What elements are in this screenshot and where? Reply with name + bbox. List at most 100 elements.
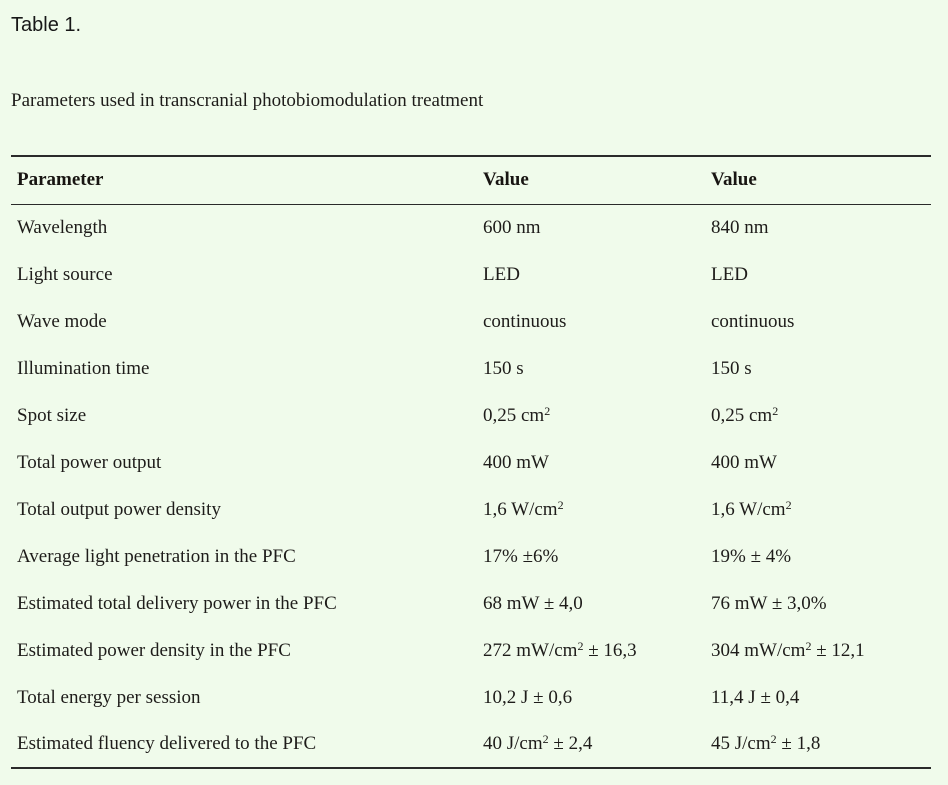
value-cell-2: 0,25 cm2 <box>705 392 931 439</box>
parameter-cell: Illumination time <box>11 345 477 392</box>
value-cell-2: LED <box>705 251 931 298</box>
parameter-cell: Wave mode <box>11 298 477 345</box>
value-text: 304 mW/cm <box>711 639 806 661</box>
table-row: Light source LED LED <box>11 251 931 298</box>
superscript: 2 <box>557 497 564 512</box>
parameter-cell: Estimated power density in the PFC <box>11 627 477 674</box>
parameter-label: Wavelength <box>17 216 108 238</box>
value-cell-2: continuous <box>705 298 931 345</box>
value-cell-2: 19% ± 4% <box>705 533 931 580</box>
value-cell-2: 11,4 J ± 0,4 <box>705 674 931 721</box>
superscript: 2 <box>805 638 812 653</box>
value-cell-2: 840 nm <box>705 204 931 251</box>
value-text: 17% ±6% <box>483 545 559 567</box>
parameter-cell: Total output power density <box>11 486 477 533</box>
parameter-cell: Total energy per session <box>11 674 477 721</box>
table-row: Spot size 0,25 cm2 0,25 cm2 <box>11 392 931 439</box>
superscript: 2 <box>772 403 779 418</box>
header-row: Parameter Value Value <box>11 156 931 204</box>
parameter-label: Light source <box>17 263 113 285</box>
parameter-label: Total output power density <box>17 498 221 520</box>
value-cell-1: continuous <box>477 298 705 345</box>
parameter-cell: Estimated fluency delivered to the PFC <box>11 721 477 768</box>
value-text: 0,25 cm <box>711 404 773 426</box>
parameter-label: Wave mode <box>17 310 107 332</box>
parameter-label: Estimated power density in the PFC <box>17 639 291 661</box>
table-row: Wavelength 600 nm 840 nm <box>11 204 931 251</box>
table-row: Total power output 400 mW 400 mW <box>11 439 931 486</box>
table-row: Illumination time 150 s 150 s <box>11 345 931 392</box>
parameter-label: Total power output <box>17 451 162 473</box>
value-text: 10,2 J ± 0,6 <box>483 686 573 708</box>
value-cell-2: 76 mW ± 3,0% <box>705 580 931 627</box>
value-text: 400 mW <box>483 451 549 473</box>
parameter-label: Average light penetration in the PFC <box>17 545 296 567</box>
value-cell-1: 68 mW ± 4,0 <box>477 580 705 627</box>
parameter-cell: Light source <box>11 251 477 298</box>
table-row: Wave mode continuous continuous <box>11 298 931 345</box>
parameter-cell: Estimated total delivery power in the PF… <box>11 580 477 627</box>
parameter-cell: Total power output <box>11 439 477 486</box>
value-suffix: ± 12,1 <box>811 639 865 661</box>
page: Table 1. Parameters used in transcranial… <box>11 14 931 769</box>
parameter-label: Illumination time <box>17 357 150 379</box>
header-cell-parameter: Parameter <box>17 169 104 191</box>
parameter-cell: Spot size <box>11 392 477 439</box>
parameter-label: Spot size <box>17 404 87 426</box>
value-suffix: ± 16,3 <box>583 639 637 661</box>
value-text: 68 mW ± 4,0 <box>483 592 583 614</box>
value-text: 272 mW/cm <box>483 639 578 661</box>
value-text: 840 nm <box>711 216 769 238</box>
value-cell-1: 600 nm <box>477 204 705 251</box>
parameters-table: Parameter Value Value Wavelength 600 nm … <box>11 155 931 769</box>
value-text: continuous <box>711 310 795 332</box>
value-cell-2: 150 s <box>705 345 931 392</box>
value-text: 0,25 cm <box>483 404 545 426</box>
superscript: 2 <box>785 497 792 512</box>
table-row: Average light penetration in the PFC 17%… <box>11 533 931 580</box>
value-text: LED <box>483 263 520 285</box>
superscript: 2 <box>542 732 549 746</box>
parameter-label: Estimated fluency delivered to the PFC <box>17 733 317 754</box>
value-text: 45 J/cm <box>711 733 771 754</box>
table-row: Estimated fluency delivered to the PFC 4… <box>11 721 931 768</box>
table-head: Parameter Value Value <box>11 156 931 204</box>
table-row: Total output power density 1,6 W/cm2 1,6… <box>11 486 931 533</box>
value-cell-2: 45 J/cm2 ± 1,8 <box>705 721 931 768</box>
value-text: 11,4 J ± 0,4 <box>711 686 800 708</box>
value-suffix: ± 1,8 <box>776 733 821 754</box>
value-text: 150 s <box>483 357 524 379</box>
value-text: 400 mW <box>711 451 777 473</box>
superscript: 2 <box>577 638 584 653</box>
value-cell-2: 400 mW <box>705 439 931 486</box>
table-label: Table 1. <box>11 14 82 36</box>
value-cell-1: 0,25 cm2 <box>477 392 705 439</box>
value-cell-2: 304 mW/cm2 ± 12,1 <box>705 627 931 674</box>
parameter-cell: Average light penetration in the PFC <box>11 533 477 580</box>
value-cell-1: 272 mW/cm2 ± 16,3 <box>477 627 705 674</box>
parameter-label: Estimated total delivery power in the PF… <box>17 592 337 614</box>
value-text: 600 nm <box>483 216 541 238</box>
value-text: continuous <box>483 310 567 332</box>
value-cell-1: 150 s <box>477 345 705 392</box>
value-text: 40 J/cm <box>483 733 543 754</box>
value-cell-1: 10,2 J ± 0,6 <box>477 674 705 721</box>
value-suffix: ± 2,4 <box>548 733 593 754</box>
value-text: 150 s <box>711 357 752 379</box>
table-row: Estimated total delivery power in the PF… <box>11 580 931 627</box>
value-text: 1,6 W/cm <box>711 498 786 520</box>
superscript: 2 <box>544 403 551 418</box>
value-cell-1: 40 J/cm2 ± 2,4 <box>477 721 705 768</box>
table-row: Total energy per session 10,2 J ± 0,6 11… <box>11 674 931 721</box>
value-cell-1: 1,6 W/cm2 <box>477 486 705 533</box>
value-text: 76 mW ± 3,0% <box>711 592 827 614</box>
value-text: 1,6 W/cm <box>483 498 558 520</box>
table-caption: Parameters used in transcranial photobio… <box>11 90 484 111</box>
header-cell-value-1: Value <box>483 169 529 191</box>
value-cell-2: 1,6 W/cm2 <box>705 486 931 533</box>
parameter-cell: Wavelength <box>11 204 477 251</box>
header-cell-value-2: Value <box>711 169 757 191</box>
value-cell-1: 17% ±6% <box>477 533 705 580</box>
superscript: 2 <box>770 732 777 746</box>
value-text: 19% ± 4% <box>711 545 792 567</box>
